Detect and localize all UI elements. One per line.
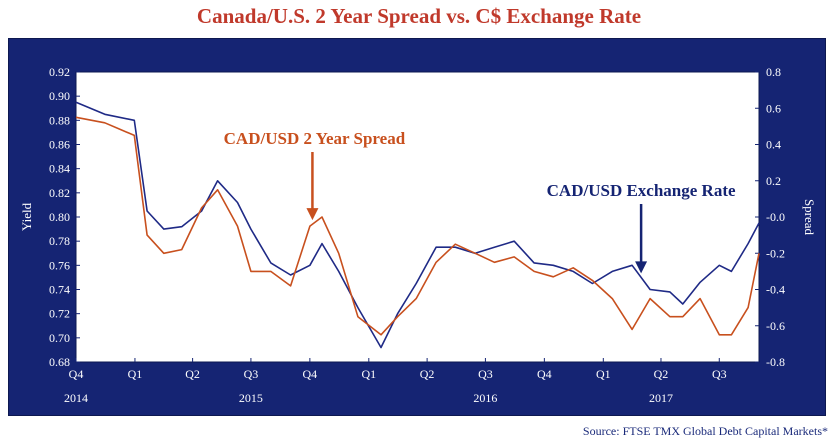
x-tick-label: Q4 xyxy=(303,367,318,381)
source-note: Source: FTSE TMX Global Debt Capital Mar… xyxy=(582,424,828,438)
y-left-tick-label: 0.82 xyxy=(49,186,70,200)
x-tick-label: Q2 xyxy=(420,367,435,381)
y-left-tick-label: 0.70 xyxy=(49,331,70,345)
x-tick-label: Q3 xyxy=(712,367,727,381)
y-left-tick-label: 0.74 xyxy=(49,283,70,297)
x-tick-label: Q2 xyxy=(185,367,200,381)
y-left-tick-label: 0.90 xyxy=(49,89,70,103)
fx-arrow-head xyxy=(635,261,648,274)
x-tick-label: Q4 xyxy=(69,367,84,381)
y-right-tick-label: 0.4 xyxy=(766,138,781,152)
chart-svg: 0.92 0.90 0.88 0.86 0.84 0.82 0.80 0.78 0.76 0.74… xyxy=(19,65,817,405)
y-right-tick-label: 0.8 xyxy=(766,65,781,79)
x-tick-label: Q4 xyxy=(537,367,552,381)
y-left-tick-label: 0.84 xyxy=(49,162,70,176)
x-year-label: 2017 xyxy=(649,391,673,405)
fx-annotation: CAD/USD Exchange Rate xyxy=(547,181,736,200)
y-right-tick-label: -0.2 xyxy=(766,246,785,260)
x-tick-label: Q3 xyxy=(478,367,493,381)
x-year-label: 2016 xyxy=(473,391,497,405)
y-left-tick-label: 0.72 xyxy=(49,307,70,321)
y-left-tick-label: 0.76 xyxy=(49,258,70,272)
y-left-tick-label: 0.88 xyxy=(49,113,70,127)
spread-arrow-head xyxy=(306,208,319,221)
spread-annotation: CAD/USD 2 Year Spread xyxy=(224,129,406,148)
y-right-tick-label: -0.4 xyxy=(766,283,785,297)
chart-panel: 0.92 0.90 0.88 0.86 0.84 0.82 0.80 0.78 0.76 0.74… xyxy=(8,38,826,416)
y-right-tick-label: 0.6 xyxy=(766,101,781,115)
y-right-tick-label: -0.8 xyxy=(766,355,785,369)
x-tick-label: Q3 xyxy=(244,367,259,381)
y-right-tick-label: -0.6 xyxy=(766,319,785,333)
y-left-tick-label: 0.86 xyxy=(49,138,70,152)
y-right-tick-label: 0.2 xyxy=(766,174,781,188)
x-tick-label: Q1 xyxy=(361,367,376,381)
y-left-tick-label: 0.80 xyxy=(49,210,70,224)
y-right-axis-title: Spread xyxy=(802,199,817,236)
y-left-tick-label: 0.68 xyxy=(49,355,70,369)
chart-title: Canada/U.S. 2 Year Spread vs. C$ Exchang… xyxy=(196,4,642,28)
y-left-tick-label: 0.92 xyxy=(49,65,70,79)
x-year-label: 2014 xyxy=(64,391,88,405)
x-tick-label: Q1 xyxy=(596,367,611,381)
y-left-tick-label: 0.78 xyxy=(49,234,70,248)
y-right-tick-label: -0.0 xyxy=(766,210,785,224)
x-tick-label: Q1 xyxy=(128,367,143,381)
series-line-spread xyxy=(75,116,760,336)
plot-area xyxy=(75,71,760,363)
x-year-label: 2015 xyxy=(239,391,263,405)
x-tick-label: Q2 xyxy=(654,367,669,381)
y-left-axis-title: Yield xyxy=(19,202,34,231)
